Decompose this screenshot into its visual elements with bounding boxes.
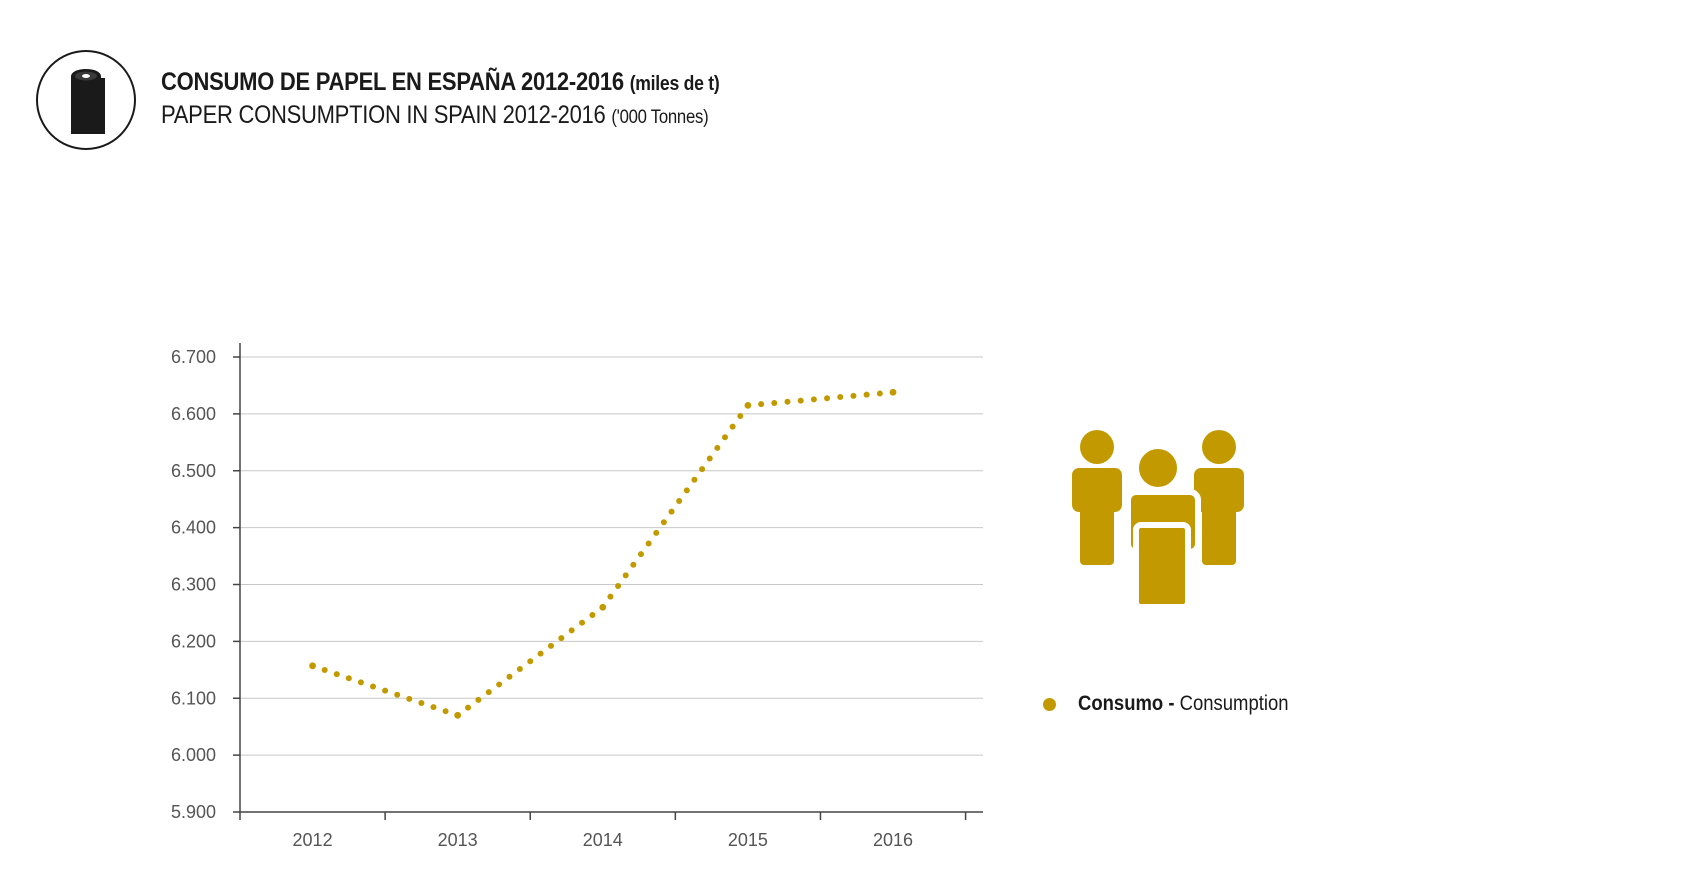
- series-dot: [699, 466, 706, 473]
- series-dot: [630, 561, 637, 568]
- data-point: [309, 662, 316, 670]
- x-tick-label: 2014: [583, 830, 623, 850]
- series-dot: [784, 398, 791, 405]
- legend-marker: [1043, 697, 1056, 711]
- y-tick-labels: 5.900 6.000 6.100 6.200 6.300 6.400 6.500 6.600…: [171, 347, 216, 822]
- series-dot: [721, 434, 728, 441]
- series-dot: [516, 666, 523, 672]
- series-dot: [876, 390, 883, 397]
- x-tick-label: 2012: [293, 830, 333, 850]
- series-dot: [382, 687, 389, 694]
- axes: [233, 343, 983, 820]
- series-dot: [442, 708, 449, 715]
- legend: Consumo - Consumption: [1043, 692, 1317, 716]
- y-tick-label: 6.400: [171, 518, 216, 538]
- y-tick-label: 5.900: [171, 802, 216, 822]
- series-dot: [370, 683, 377, 690]
- series-dot: [485, 689, 492, 696]
- series-dot: [506, 673, 513, 680]
- series-dot: [668, 508, 675, 515]
- y-tick-label: 6.000: [171, 745, 216, 765]
- series-dot: [850, 392, 857, 399]
- title-spanish: CONSUMO DE PAPEL EN ESPAÑA 2012-2016 (mi…: [161, 68, 720, 97]
- series-dot: [729, 423, 736, 430]
- series-dot: [706, 455, 713, 462]
- series-consumption: [309, 388, 897, 719]
- series-dot: [660, 519, 667, 526]
- series-dot: [714, 444, 721, 451]
- chart-titles: CONSUMO DE PAPEL EN ESPAÑA 2012-2016 (mi…: [161, 68, 796, 130]
- legend-label: Consumo - Consumption: [1078, 692, 1289, 716]
- y-tick-label: 6.200: [171, 631, 216, 651]
- series-dot: [676, 497, 683, 504]
- series-dot: [589, 611, 596, 618]
- series-dot: [527, 658, 534, 665]
- series-dot: [771, 399, 778, 406]
- series-dot: [824, 395, 831, 402]
- series-dot: [496, 681, 503, 688]
- paper-roll-icon: [71, 69, 105, 134]
- series-dot: [547, 642, 554, 649]
- x-tick-label: 2013: [438, 830, 478, 850]
- data-point: [889, 388, 897, 396]
- title-english: PAPER CONSUMPTION IN SPAIN 2012-2016 ('0…: [161, 101, 719, 130]
- series-dot: [345, 675, 352, 682]
- legend-label-spanish: Consumo: [1078, 692, 1164, 715]
- series-dot: [683, 487, 690, 494]
- data-point: [744, 401, 752, 409]
- title-english-text: PAPER CONSUMPTION IN SPAIN 2012-2016: [161, 101, 606, 129]
- series-dot: [863, 391, 870, 398]
- legend-label-english: Consumption: [1179, 692, 1289, 715]
- series-dot: [797, 397, 804, 404]
- series-dot: [558, 635, 565, 642]
- series-dot: [837, 394, 844, 401]
- series-dot: [537, 650, 544, 657]
- data-point: [454, 711, 462, 719]
- x-tick-label: 2015: [728, 830, 768, 850]
- series-dot: [637, 551, 644, 558]
- people-group-icon: [1072, 430, 1244, 610]
- series-dot: [418, 699, 425, 706]
- series-dot: [758, 401, 765, 408]
- series-dot: [653, 529, 660, 536]
- series-dot: [579, 619, 586, 626]
- legend-separator: -: [1163, 692, 1180, 715]
- series-dot: [333, 671, 340, 678]
- series-dot: [645, 540, 652, 547]
- series-dot: [568, 627, 575, 634]
- x-tick-label: 2016: [873, 830, 913, 850]
- series-dot: [691, 476, 698, 483]
- grid-lines: [240, 356, 983, 756]
- series-dot: [465, 704, 472, 711]
- series-dot: [394, 691, 401, 698]
- paper-roll-badge: [36, 50, 136, 150]
- series-dot: [615, 582, 622, 589]
- series-dot: [607, 593, 614, 600]
- y-tick-label: 6.500: [171, 461, 216, 481]
- y-tick-label: 6.700: [171, 347, 216, 367]
- y-tick-label: 6.100: [171, 688, 216, 708]
- y-tick-label: 6.600: [171, 404, 216, 424]
- title-english-unit: ('000 Tonnes): [611, 107, 709, 128]
- series-dot: [357, 679, 364, 686]
- series-dot: [737, 412, 744, 419]
- series-dot: [321, 666, 328, 673]
- data-point: [599, 603, 607, 611]
- series-dot: [406, 695, 413, 702]
- series-dot: [430, 704, 437, 711]
- series-dot: [475, 696, 482, 703]
- x-tick-labels: 2012 2013 2014 2015 2016: [293, 830, 914, 850]
- title-spanish-unit: (miles de t): [629, 73, 720, 95]
- title-spanish-text: CONSUMO DE PAPEL EN ESPAÑA 2012-2016: [161, 68, 624, 96]
- y-tick-label: 6.300: [171, 575, 216, 595]
- series-dot: [622, 572, 629, 579]
- series-dot: [810, 396, 817, 403]
